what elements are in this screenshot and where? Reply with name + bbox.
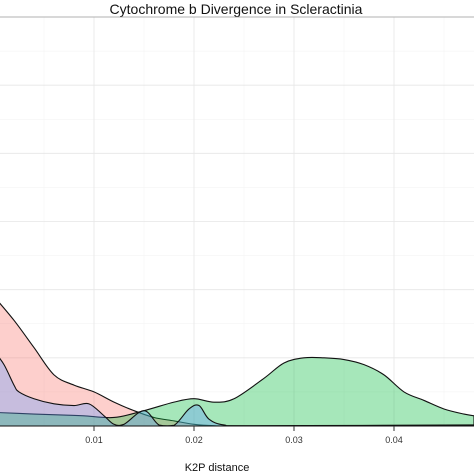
x-tick-label: 0.03 — [285, 435, 303, 445]
x-axis-title: K2P distance — [185, 462, 250, 474]
chart-title: Cytochrome b Divergence in Scleractinia — [110, 1, 363, 17]
x-tick-label: 0.02 — [185, 435, 203, 445]
x-axis: 0.01 0.02 0.03 0.04 — [0, 425, 474, 445]
density-series — [0, 302, 474, 427]
x-tick-label: 0.01 — [85, 435, 103, 445]
grid — [0, 16, 474, 427]
x-tick-label: 0.04 — [385, 435, 403, 445]
density-area-2 — [0, 356, 474, 427]
density-area-3 — [0, 357, 474, 427]
